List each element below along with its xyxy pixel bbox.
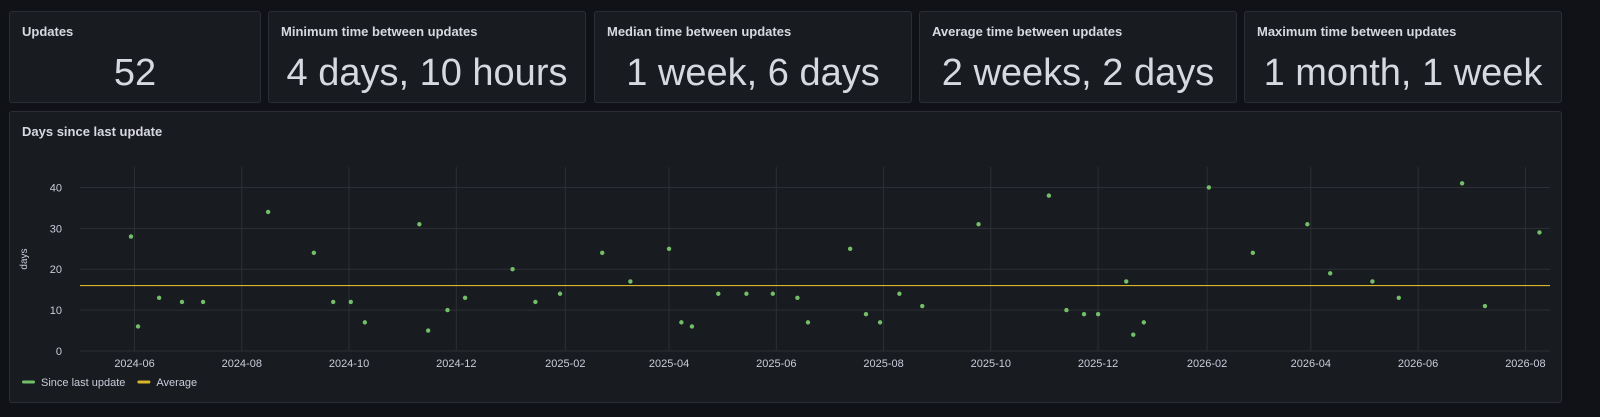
x-tick-label: 2026-02 — [1187, 358, 1227, 370]
y-tick-label: 20 — [50, 264, 62, 276]
stat-title: Updates — [22, 24, 74, 39]
data-point — [1305, 222, 1310, 227]
data-point — [331, 299, 336, 305]
x-tick-label: 2025-04 — [649, 358, 689, 370]
chart-legend: Since last update Average — [22, 377, 197, 389]
data-point — [1328, 271, 1333, 276]
legend-swatch-since-last-update — [22, 380, 35, 384]
data-point — [200, 299, 206, 305]
y-tick-label: 30 — [50, 223, 62, 235]
x-tick-label: 2026-06 — [1398, 358, 1438, 370]
data-point — [600, 250, 605, 256]
stat-title: Maximum time between updates — [1257, 24, 1457, 39]
data-point — [897, 291, 902, 296]
stat-value: 1 week, 6 days — [626, 52, 880, 94]
data-point — [557, 291, 563, 296]
data-point — [716, 291, 721, 296]
data-point — [628, 279, 633, 284]
stat-panel-minimum-time[interactable]: Minimum time between updates 4 days, 10 … — [268, 11, 586, 103]
x-tick-label: 2026-08 — [1505, 358, 1545, 370]
data-point — [311, 250, 317, 256]
chart-grid — [80, 167, 1550, 352]
data-point — [863, 312, 869, 317]
x-tick-label: 2024-10 — [329, 358, 369, 370]
stat-value: 52 — [113, 52, 157, 94]
data-point — [1459, 181, 1465, 186]
data-point — [770, 291, 775, 296]
data-point — [679, 320, 684, 325]
data-point — [445, 307, 450, 313]
data-point — [348, 299, 353, 305]
data-point — [1250, 250, 1256, 256]
y-tick-label: 0 — [56, 346, 62, 358]
legend-label-average: Average — [156, 377, 197, 389]
stat-panel-average-time[interactable]: Average time between updates 2 weeks, 2 … — [919, 11, 1237, 103]
data-point — [417, 222, 422, 227]
data-point — [847, 246, 853, 251]
data-point — [1095, 312, 1101, 317]
data-point — [265, 209, 271, 215]
data-point — [920, 303, 925, 309]
data-point — [510, 267, 515, 272]
data-point — [135, 324, 141, 329]
stat-panel-updates[interactable]: Updates 52 — [9, 11, 261, 103]
data-point — [1046, 193, 1052, 198]
data-point — [877, 320, 883, 325]
data-point — [976, 222, 981, 227]
x-tick-label: 2025-08 — [863, 358, 903, 370]
y-axis-label: days — [19, 248, 30, 269]
x-tick-label: 2025-06 — [756, 358, 796, 370]
data-point — [179, 299, 185, 305]
data-point — [156, 295, 162, 301]
data-point — [1482, 303, 1488, 309]
stat-value: 4 days, 10 hours — [286, 52, 568, 94]
data-point — [1141, 320, 1147, 325]
x-tick-label: 2024-06 — [114, 358, 154, 370]
stat-value: 1 month, 1 week — [1263, 52, 1543, 94]
data-point — [1131, 332, 1136, 337]
data-point — [795, 295, 800, 301]
data-point — [805, 320, 811, 325]
data-point — [1206, 185, 1212, 190]
data-point — [425, 328, 431, 333]
data-point — [1064, 307, 1069, 313]
chart-title: Days since last update — [22, 124, 163, 139]
x-tick-label: 2024-08 — [222, 358, 262, 370]
x-tick-label: 2025-12 — [1078, 358, 1118, 370]
x-tick-label: 2024-12 — [436, 358, 476, 370]
chart-panel-days-since-last-update[interactable]: Days since last update 0 10 20 30 40 days 202… — [9, 111, 1562, 403]
y-axis: 0 10 20 30 40 days — [19, 182, 62, 358]
data-point — [533, 299, 538, 305]
data-point — [1537, 230, 1542, 235]
data-point — [462, 295, 468, 301]
stat-title: Minimum time between updates — [281, 24, 478, 39]
y-tick-label: 40 — [50, 182, 62, 194]
stat-panel-maximum-time[interactable]: Maximum time between updates 1 month, 1 … — [1244, 11, 1562, 103]
legend-label-since-last-update: Since last update — [41, 377, 125, 389]
data-point — [744, 291, 749, 296]
legend-swatch-average — [137, 380, 151, 384]
data-point — [689, 324, 695, 329]
x-tick-label: 2026-04 — [1291, 358, 1331, 370]
x-tick-label: 2025-10 — [971, 358, 1011, 370]
data-point — [362, 320, 368, 325]
stat-value: 2 weeks, 2 days — [941, 52, 1215, 94]
data-point — [666, 246, 672, 251]
data-point — [1124, 279, 1129, 284]
y-tick-label: 10 — [50, 305, 62, 317]
x-axis: 2024-06 2024-08 2024-10 2024-12 2025-02 2025-… — [114, 358, 1545, 370]
data-point — [128, 234, 134, 239]
points-series — [128, 181, 1542, 337]
data-point — [1081, 312, 1087, 317]
stat-title: Median time between updates — [607, 24, 792, 39]
stat-panel-median-time[interactable]: Median time between updates 1 week, 6 da… — [594, 11, 912, 103]
data-point — [1396, 295, 1401, 301]
data-point — [1370, 279, 1375, 284]
x-tick-label: 2025-02 — [545, 358, 585, 370]
stat-title: Average time between updates — [932, 24, 1123, 39]
